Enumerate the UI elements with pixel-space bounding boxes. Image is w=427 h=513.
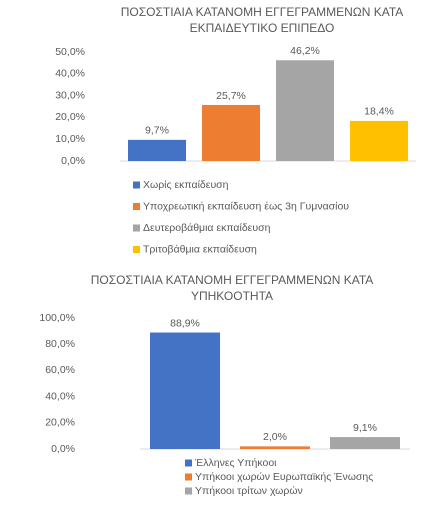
y-tick-label: 0,0%: [61, 155, 85, 167]
bar: [202, 104, 260, 161]
y-tick-label: 20,0%: [45, 417, 75, 429]
y-tick-label: 60,0%: [45, 364, 75, 376]
data-label: 46,2%: [290, 45, 320, 57]
chart-title: ΠΟΣΟΣΤΙΑΙΑ ΚΑΤΑΝΟΜΗ ΕΓΓΕΓΡΑΜΜΕΝΩΝ ΚΑΤΑ: [121, 5, 404, 19]
legend-label: Υπήκοοι τρίτων χωρών: [195, 485, 303, 497]
legend-label: Υποχρεωτική εκπαίδευση έως 3η Γυμνασίου: [143, 200, 349, 212]
y-tick-label: 10,0%: [55, 133, 85, 145]
bar: [330, 437, 400, 449]
legend-label: Χωρίς εκπαίδευση: [143, 179, 229, 191]
data-label: 9,1%: [353, 422, 377, 434]
data-label: 88,9%: [170, 317, 200, 329]
chart-title: ΕΚΠΑΙΔΕΥΤΙΚΟ ΕΠΙΠΕΔΟ: [190, 21, 335, 35]
bar: [150, 332, 220, 449]
y-tick-label: 20,0%: [55, 111, 85, 123]
chart-title: ΠΟΣΟΣΤΙΑΙΑ ΚΑΤΑΝΟΜΗ ΕΓΓΕΓΡΑΜΜΕΝΩΝ ΚΑΤΑ: [91, 273, 374, 287]
data-label: 9,7%: [145, 125, 169, 137]
legend-label: Δευτεροβάθμια εκπαίδευση: [143, 222, 271, 234]
data-label: 18,4%: [364, 106, 394, 118]
y-tick-label: 100,0%: [39, 312, 75, 324]
y-tick-label: 0,0%: [51, 443, 75, 455]
legend-swatch: [185, 473, 192, 481]
chart-title: ΥΠΗΚΟΟΤΗΤΑ: [191, 289, 273, 303]
legend-swatch: [133, 224, 140, 232]
legend-swatch: [133, 203, 140, 210]
bar: [276, 60, 334, 162]
legend-label: Τριτοβάθμια εκπαίδευση: [143, 243, 257, 255]
bar: [128, 139, 186, 161]
data-label: 25,7%: [216, 90, 246, 102]
y-tick-label: 40,0%: [55, 68, 85, 80]
y-tick-label: 80,0%: [45, 338, 75, 350]
y-tick-label: 50,0%: [55, 46, 85, 58]
legend-label: Έλληνες Υπήκοοι: [194, 457, 277, 469]
y-tick-label: 30,0%: [55, 89, 85, 101]
bar: [350, 120, 408, 161]
legend-label: Υπήκοοι χωρών Ευρωπαϊκής Ένωσης: [195, 471, 373, 483]
bar: [240, 446, 310, 449]
legend-swatch: [133, 181, 140, 189]
legend-swatch: [133, 246, 140, 253]
y-tick-label: 40,0%: [45, 390, 75, 402]
data-label: 2,0%: [263, 431, 287, 443]
legend-swatch: [185, 459, 192, 467]
legend-swatch: [185, 487, 192, 495]
